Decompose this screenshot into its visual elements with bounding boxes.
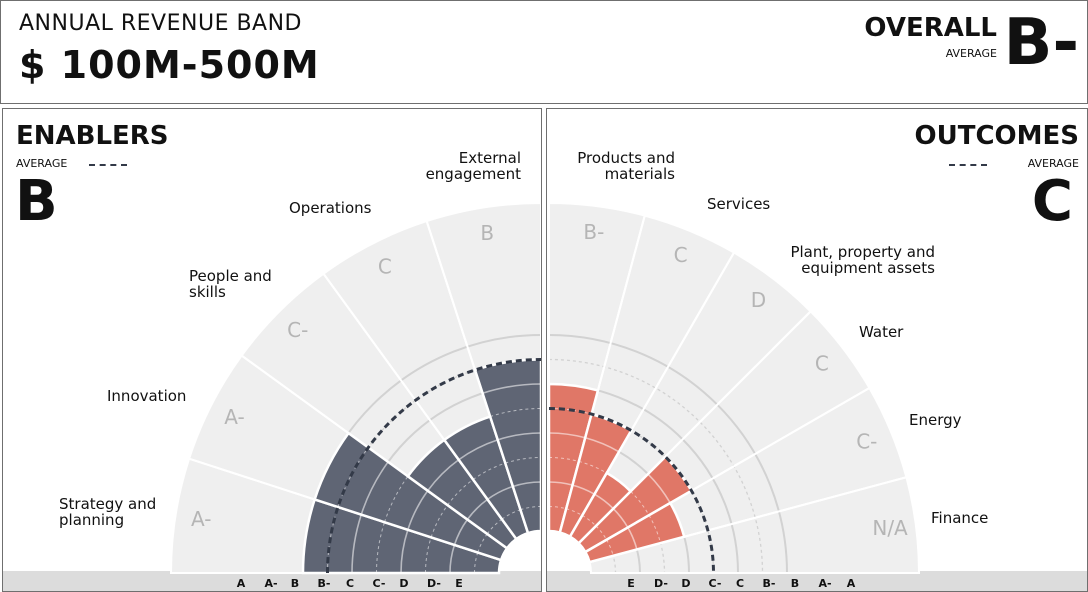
outcomes-average-dash-legend	[949, 164, 987, 166]
enablers-axis-bar	[3, 571, 541, 591]
bar-grid-ring	[425, 537, 432, 574]
grade-label: C-	[287, 318, 308, 342]
category-label: External	[459, 149, 521, 167]
axis-tick-label: A	[847, 577, 856, 590]
axis-tick-label: B-	[318, 577, 331, 590]
bar-innovation[interactable]	[313, 431, 509, 562]
outcomes-panel: OUTCOMES AVERAGE C B- C D C C- N/A Products an…	[546, 108, 1088, 592]
bar-grid-ring	[548, 506, 567, 510]
grade-label: B-	[583, 220, 604, 244]
overall-grade: B-	[1003, 6, 1079, 80]
category-label: engagement	[426, 165, 522, 183]
axis-tick-label: A-	[818, 577, 831, 590]
bar-grid-ring	[497, 432, 541, 441]
bar-grid-ring	[430, 504, 448, 538]
axis-tick-label: E	[455, 577, 463, 590]
outcomes-axis-bar	[547, 571, 1087, 591]
bar-grid-ring	[400, 529, 409, 574]
category-label: Plant, property and	[790, 243, 935, 261]
bar-grid-ring	[458, 439, 498, 461]
bar-grid-ring	[360, 461, 389, 515]
bar-grid-ring	[447, 479, 474, 506]
category-label: Innovation	[107, 387, 186, 405]
enablers-average-label: AVERAGE	[16, 157, 68, 170]
axis-tick-label: D	[681, 577, 690, 590]
average-arc	[548, 407, 715, 574]
axis-tick-label: A-	[264, 577, 277, 590]
axis-tick-label: B	[291, 577, 299, 590]
axis-tick-label: C	[736, 577, 744, 590]
category-label: Strategy and	[59, 495, 156, 513]
bar-grid-ring	[595, 525, 608, 541]
category-label: Energy	[909, 411, 962, 429]
grade-label: A-	[224, 405, 244, 429]
grade-label: A-	[191, 507, 211, 531]
category-label: Finance	[931, 509, 988, 527]
enablers-average-dash-legend	[89, 164, 127, 166]
axis-tick-label: D-	[427, 577, 441, 590]
axis-tick-label: C	[346, 577, 354, 590]
bar-grid-ring	[648, 515, 662, 544]
axis-tick-label: D	[399, 577, 408, 590]
header-panel: ANNUAL REVENUE BAND $ 100M-500M OVERALL …	[0, 0, 1088, 104]
bar-grid-ring	[566, 508, 583, 516]
bar-grid-ring	[482, 383, 541, 395]
bar-grid-ring	[384, 476, 409, 523]
outcomes-title: OUTCOMES	[914, 121, 1080, 151]
category-label: materials	[605, 165, 676, 183]
category-label: Products and	[577, 149, 675, 167]
bar-grid-ring	[520, 506, 541, 511]
axis-tick-label: E	[627, 577, 635, 590]
grade-label: C	[378, 254, 392, 278]
revenue-band-label: ANNUAL REVENUE BAND	[19, 11, 302, 36]
grade-label: N/A	[872, 516, 908, 540]
category-label: Operations	[289, 199, 372, 217]
outcomes-average-label: AVERAGE	[1027, 157, 1079, 170]
bar-grid-ring	[627, 527, 638, 550]
bar-grid-ring	[606, 539, 614, 556]
axis-tick-label: C-	[373, 577, 386, 590]
bar-grid-ring	[505, 457, 541, 464]
bar-grid-ring	[427, 459, 460, 492]
bar-external-engagement[interactable]	[473, 358, 541, 535]
grade-label: D	[751, 288, 766, 312]
bar-grid-ring	[490, 408, 541, 418]
bar-grid-ring	[581, 514, 597, 527]
enablers-title: ENABLERS	[16, 121, 169, 151]
category-label: Services	[707, 195, 770, 213]
overall-average-label: AVERAGE	[945, 47, 997, 60]
axis-tick-label: C-	[709, 577, 722, 590]
grade-label: C	[674, 243, 688, 267]
grade-label: C	[815, 352, 829, 376]
enablers-panel: ENABLERS AVERAGE B A- A- C- C B Strategy and p…	[2, 108, 542, 592]
axis-tick-label: D-	[654, 577, 668, 590]
revenue-band-value: $ 100M-500M	[19, 43, 320, 87]
axis-tick-label: B	[791, 577, 799, 590]
bar-grid-ring	[407, 490, 429, 530]
bar-grid-ring	[512, 481, 541, 488]
bar-grid-ring	[351, 514, 363, 574]
category-label: skills	[189, 283, 226, 301]
outcomes-average-grade: C	[1031, 169, 1073, 234]
bar-grid-ring	[376, 522, 386, 574]
category-label: Water	[859, 323, 904, 341]
bar-grid-ring	[585, 436, 620, 453]
bar-grid-ring	[472, 462, 506, 480]
grade-label: B	[480, 221, 494, 245]
category-label: People and	[189, 267, 272, 285]
category-label: equipment assets	[801, 259, 935, 277]
category-label: planning	[59, 511, 124, 529]
overall-label: OVERALL	[864, 13, 997, 43]
enablers-average-grade: B	[15, 169, 58, 234]
axis-tick-label: A	[237, 577, 246, 590]
axis-tick-label: B-	[763, 577, 776, 590]
grade-label: C-	[856, 429, 877, 453]
